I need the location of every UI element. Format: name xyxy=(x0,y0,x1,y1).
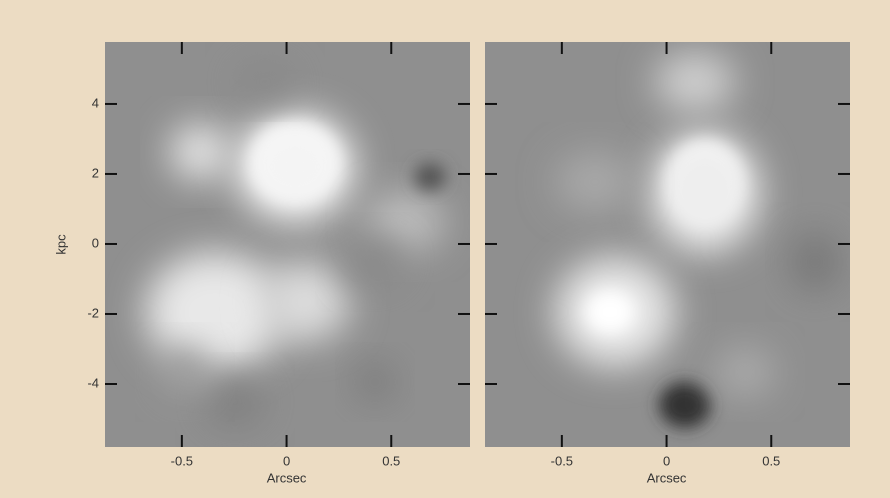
emission-blob xyxy=(355,362,395,402)
figure: -0.5 0 0.5 4 2 0 -2 -4 Arcsec kpc -0.5 0 0.5 Arcsec xyxy=(0,0,890,498)
emission-blob xyxy=(260,262,350,342)
y-tick-label: 0 xyxy=(92,235,99,250)
emission-blob xyxy=(170,124,230,180)
header-strip xyxy=(0,0,890,20)
emission-blob xyxy=(655,52,735,112)
x-tick-label: 0.5 xyxy=(762,453,780,468)
emission-blob xyxy=(790,232,840,292)
emission-blob xyxy=(235,62,295,102)
x-tick-label: 0.5 xyxy=(382,453,400,468)
emission-blob xyxy=(160,347,210,397)
x-tick-label: 0 xyxy=(283,453,290,468)
y-tick-label: -2 xyxy=(87,305,99,320)
x-tick-label: -0.5 xyxy=(171,453,193,468)
x-axis-label: Arcsec xyxy=(647,470,687,485)
y-tick-label: -4 xyxy=(87,375,99,390)
x-tick-label: 0 xyxy=(663,453,670,468)
emission-blob xyxy=(659,382,711,428)
image-panel xyxy=(105,42,470,447)
emission-blob xyxy=(345,237,405,287)
x-tick-label: -0.5 xyxy=(551,453,573,468)
emission-blob xyxy=(555,152,635,212)
y-tick-label: 2 xyxy=(92,165,99,180)
emission-blob xyxy=(414,163,446,191)
y-tick-label: 4 xyxy=(92,95,99,110)
emission-blob xyxy=(235,112,355,222)
emission-blob xyxy=(585,290,635,334)
image-panel xyxy=(485,42,850,447)
emission-blob xyxy=(650,132,760,252)
emission-blob xyxy=(715,347,775,397)
x-axis-label: Arcsec xyxy=(267,470,307,485)
emission-blob xyxy=(205,377,265,427)
page: -0.500.5420-2-4Arcseckpc-0.500.5Arcsec (… xyxy=(0,0,890,498)
y-axis-label: kpc xyxy=(53,234,68,255)
